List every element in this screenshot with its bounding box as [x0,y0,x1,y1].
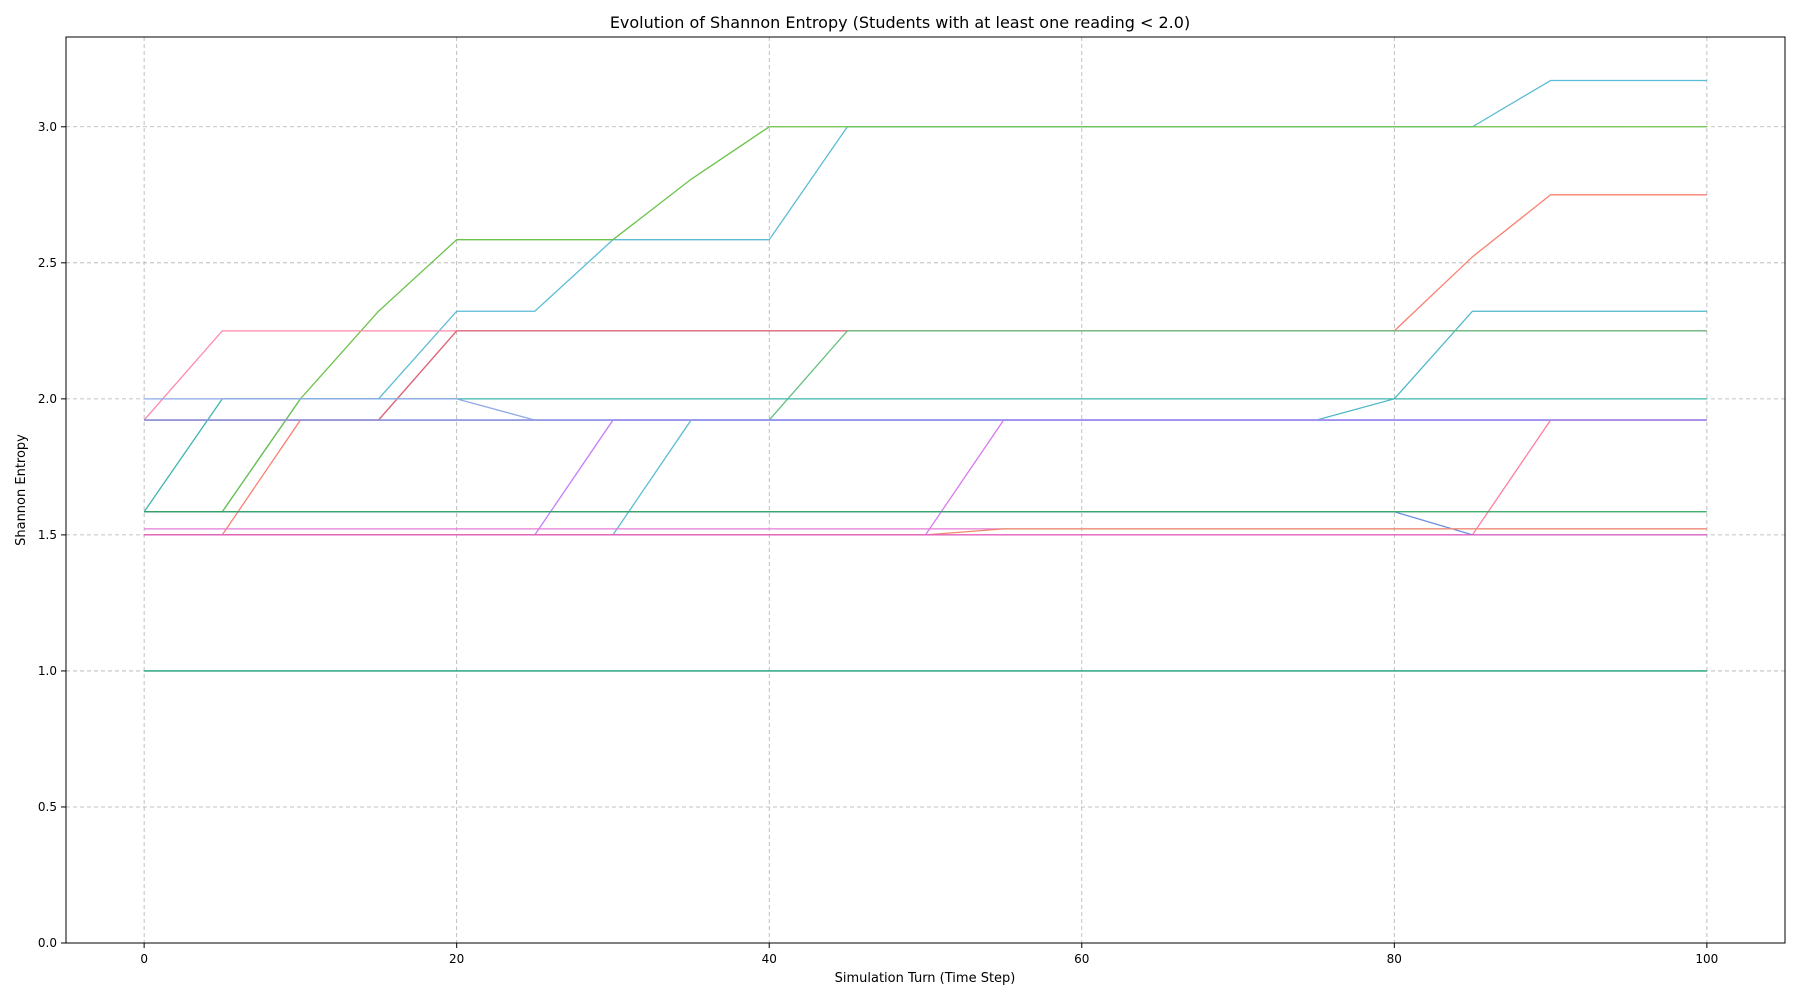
series-line-5 [143,330,1707,421]
series-line-15 [144,511,1707,536]
series-line-1 [144,79,1707,513]
x-tick-label: 40 [762,952,777,966]
x-tick-label: 60 [1074,952,1089,966]
y-tick-label: 2.5 [38,256,57,270]
x-axis-label: Simulation Turn (Time Step) [835,971,1016,986]
y-tick-label: 2.0 [38,392,57,406]
x-axis-ticks: 0 20 40 60 80 100 [140,943,1718,966]
series-line-4 [144,310,1707,421]
y-axis-ticks: 0.0 0.5 1.0 1.5 2.0 2.5 3.0 [38,120,66,950]
x-tick-label: 100 [1695,952,1718,966]
x-tick-label: 0 [140,952,148,966]
grid-lines [66,37,1785,943]
series-line-6 [144,330,1707,421]
y-axis-label: Shannon Entropy [14,434,29,546]
y-tick-label: 0.5 [38,800,57,814]
x-tick-label: 20 [449,952,464,966]
series-line-3 [144,194,1707,536]
series-lines [143,79,1707,672]
series-line-10 [144,419,1707,536]
series-line-7 [144,330,1707,421]
chart-title: Evolution of Shannon Entropy (Students w… [610,13,1190,32]
y-tick-label: 1.0 [38,664,57,678]
series-line-8 [143,398,1707,513]
series-line-12 [144,419,1707,536]
x-tick-label: 80 [1387,952,1402,966]
series-line-11 [144,419,1707,536]
series-line-9 [144,398,1707,421]
plot-frame [65,36,1786,944]
y-tick-label: 3.0 [38,120,57,134]
series-line-2 [144,126,1707,513]
y-tick-label: 0.0 [38,936,57,950]
y-tick-label: 1.5 [38,528,57,542]
series-line-13 [144,419,1707,536]
